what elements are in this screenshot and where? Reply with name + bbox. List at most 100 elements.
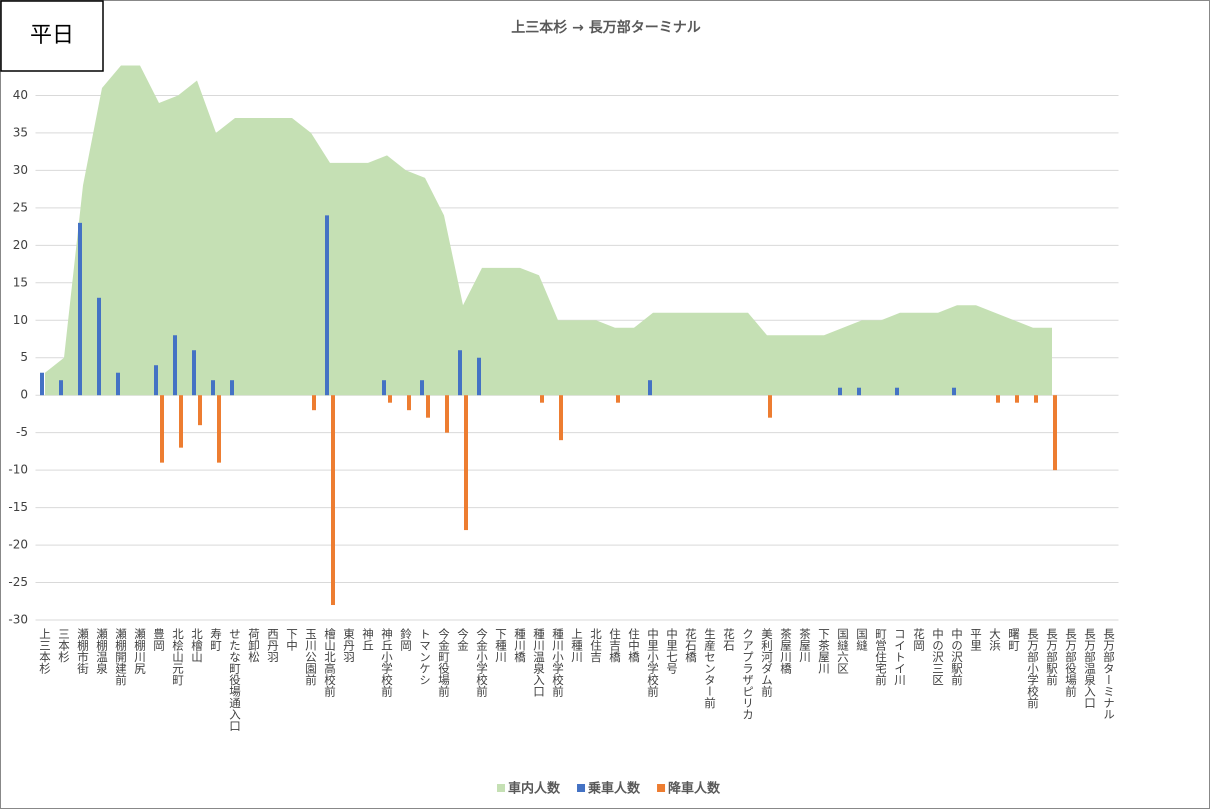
x-tick-label: 寿町: [209, 627, 223, 651]
x-tick-label: 中里小学校前: [646, 628, 660, 698]
bar: [1034, 395, 1038, 403]
x-tick-label: 玉川公園前: [304, 628, 318, 686]
bar: [97, 297, 101, 396]
x-tick-label: 平里: [969, 628, 983, 651]
x-tick-label: 豊岡: [152, 628, 166, 652]
x-tick-label: 茶屋川橋: [779, 628, 793, 675]
x-tick-label: 上種川: [570, 628, 584, 663]
y-tick-label: -5: [16, 425, 28, 439]
x-tick-label: 種川橋: [513, 627, 527, 663]
bar: [382, 380, 386, 396]
x-tick-label: 長万部駅前: [1045, 628, 1059, 686]
x-tick-label: 中の沢三区: [931, 628, 945, 686]
x-tick-label: 国縫六区: [836, 628, 850, 674]
bar: [895, 387, 899, 396]
bar: [857, 387, 861, 396]
x-tick-label: 西丹羽: [266, 628, 280, 663]
x-tick-label: 種川小学校前: [551, 627, 565, 698]
bar: [648, 380, 652, 396]
x-tick-label: 神丘: [361, 627, 375, 651]
bar: [116, 372, 120, 396]
legend-label: 車内人数: [508, 781, 561, 797]
bar: [464, 395, 468, 531]
x-tick-label: 茶屋川: [798, 628, 812, 663]
x-tick-label: 瀬棚川尻: [133, 627, 147, 675]
bar: [445, 395, 449, 433]
bar: [192, 350, 196, 396]
bar: [198, 395, 202, 426]
bar: [768, 395, 772, 418]
x-tick-label: 瀬棚開建前: [114, 627, 128, 686]
bar: [407, 395, 411, 411]
bar: [160, 395, 164, 463]
x-tick-label: 大浜: [988, 627, 1002, 652]
x-tick-label: 花石: [722, 628, 736, 651]
bar: [477, 357, 481, 396]
y-tick-label: 10: [13, 313, 28, 327]
x-tick-label: 北桧山元町: [171, 628, 185, 686]
bar: [838, 387, 842, 396]
chart-title: 上三本杉 → 長万部ターミナル: [511, 19, 700, 36]
x-tick-label: 今金: [456, 627, 470, 651]
y-tick-label: 15: [13, 275, 28, 289]
area: [45, 65, 1052, 396]
bar: [388, 395, 392, 403]
y-tick-label: 5: [20, 350, 28, 364]
x-tick-label: 瀬棚市街: [76, 627, 90, 675]
x-tick-label: 今金小学校前: [475, 627, 489, 698]
bar: [559, 395, 563, 441]
bar: [540, 395, 544, 403]
x-tick-label: 美利河ダム前: [760, 627, 774, 698]
x-tick-label: 三本杉: [57, 628, 71, 663]
legend-swatch: [497, 784, 505, 792]
bar: [952, 387, 956, 396]
x-tick-label: 町営住宅前: [874, 628, 888, 686]
y-tick-label: 0: [20, 388, 28, 402]
bar: [616, 395, 620, 403]
y-tick-label: 25: [13, 200, 28, 214]
x-tick-label: 種川温泉入口: [532, 627, 546, 697]
bar: [312, 395, 316, 411]
y-tick-label: 30: [13, 163, 28, 177]
bar: [154, 365, 158, 396]
y-tick-label: 40: [13, 88, 28, 102]
x-tick-label: 瀬棚温泉: [95, 627, 109, 674]
bar: [996, 395, 1000, 403]
bar: [331, 395, 335, 606]
x-tick-label: 花岡: [912, 628, 926, 652]
bar: [179, 395, 183, 448]
x-tick-label: 鈴岡: [399, 627, 413, 652]
y-tick-label: 35: [13, 125, 28, 139]
bar: [325, 215, 329, 396]
bar: [426, 395, 430, 418]
bar: [217, 395, 221, 463]
legend-swatch: [657, 784, 666, 792]
legend-swatch: [577, 784, 586, 792]
legend-label: 乗車人数: [587, 781, 641, 797]
bar: [1053, 395, 1057, 471]
x-tick-label: トマンケシ: [418, 628, 432, 686]
x-tick-label: 国縫: [855, 628, 869, 651]
x-tick-label: 下中: [285, 628, 299, 651]
x-tick-label: 下茶屋川: [817, 628, 831, 674]
bar: [40, 372, 44, 396]
x-tick-label: 長万部小学校前: [1026, 628, 1040, 709]
x-tick-label: 花石橋: [684, 628, 698, 663]
bar: [78, 222, 82, 396]
x-tick-label: 住吉橋: [608, 627, 622, 663]
x-tick-label: 住中橋: [627, 627, 641, 663]
x-tick-label: 神丘小学校前: [380, 627, 394, 698]
legend-label: 降車人数: [668, 781, 721, 797]
y-tick-label: -20: [8, 538, 28, 552]
x-tick-label: 長万部役場前: [1064, 628, 1078, 698]
x-tick-label: クアプラザピリカ: [741, 628, 755, 720]
bar: [173, 335, 177, 396]
x-tick-label: 北住吉: [589, 628, 603, 663]
bar: [230, 380, 234, 396]
x-tick-label: せたな町役場通入口: [228, 628, 242, 732]
bar: [1015, 395, 1019, 403]
x-tick-label: 上三本杉: [38, 628, 52, 675]
y-tick-label: -25: [8, 575, 28, 589]
x-tick-label: 荷卸松: [247, 628, 261, 663]
